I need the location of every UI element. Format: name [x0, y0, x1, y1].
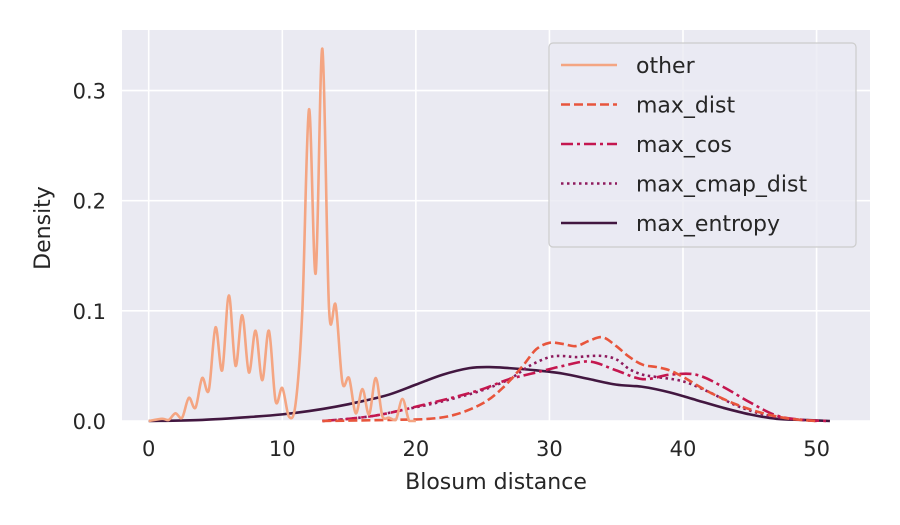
x-tick-label: 50	[803, 437, 830, 461]
y-tick-label: 0.0	[73, 410, 106, 434]
legend-label: other	[636, 54, 696, 79]
legend-label: max_entropy	[636, 212, 780, 237]
y-tick-label: 0.3	[73, 80, 106, 104]
tick-labels: 0 10 20 30 40 50 0.0 0.1 0.2 0.3	[73, 80, 830, 461]
series-layer	[148, 47, 830, 423]
series-line-other	[148, 47, 416, 423]
legend-label: max_cmap_dist	[636, 173, 807, 198]
legend-frame	[548, 42, 857, 248]
legend-label: max_dist	[636, 94, 735, 119]
x-tick-label: 30	[536, 437, 563, 461]
legend-label: max_cos	[636, 133, 732, 158]
x-tick-label: 10	[269, 437, 296, 461]
series-line-max-entropy	[148, 365, 830, 423]
y-tick-label: 0.1	[73, 300, 106, 324]
x-tick-label: 20	[402, 437, 429, 461]
x-tick-label: 40	[670, 437, 697, 461]
x-tick-label: 0	[142, 437, 155, 461]
y-tick-label: 0.2	[73, 190, 106, 214]
legend: other max_dist max_cos max_cmap_dist max_ent…	[548, 42, 857, 248]
series-line-max-dist	[322, 335, 817, 423]
y-axis-label: Density	[31, 186, 56, 270]
x-axis-label: Blosum distance	[405, 470, 587, 495]
series-line-max-cos	[322, 360, 830, 423]
